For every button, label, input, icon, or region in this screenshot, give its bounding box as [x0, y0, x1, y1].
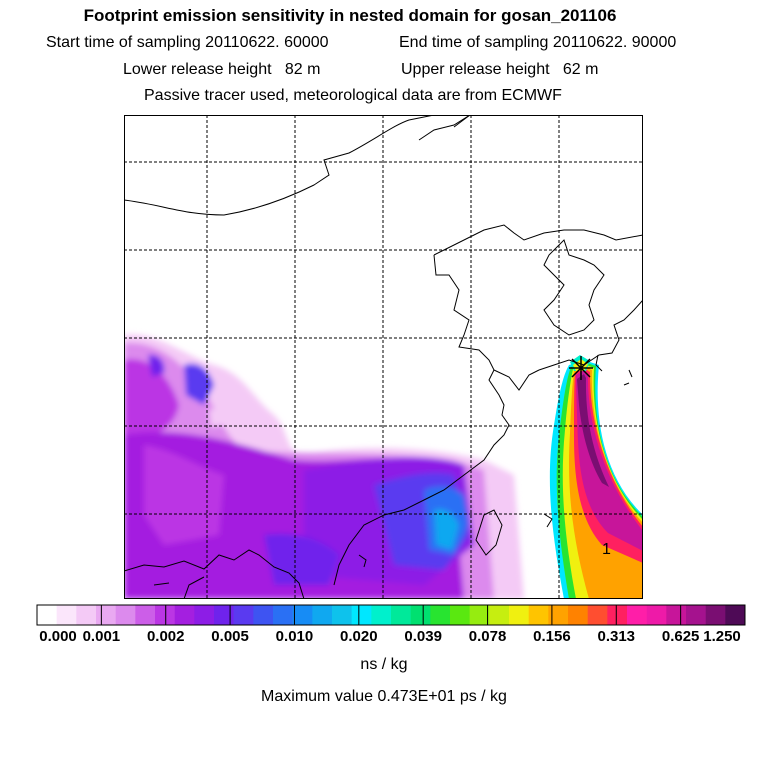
plot-title: Footprint emission sensitivity in nested…	[83, 6, 617, 25]
colorbar-tick-label: 0.313	[597, 628, 636, 645]
lat-lon-grid	[124, 115, 643, 599]
colorbar-units: ns / kg	[360, 656, 408, 673]
colorbar-segment	[332, 605, 352, 625]
colorbar-segment	[568, 605, 588, 625]
colorbar-segment	[705, 605, 726, 625]
colorbar-segment	[548, 605, 569, 625]
colorbar-tick-label: 0.625	[661, 628, 700, 645]
colorbar-segment	[273, 605, 293, 625]
colorbar-tick-label: 0.156	[533, 628, 571, 645]
colorbar	[36, 604, 746, 626]
colorbar-segment	[312, 605, 333, 625]
colorbar-segment	[155, 605, 175, 625]
colorbar-segment	[410, 605, 431, 625]
colorbar-segment	[115, 605, 136, 625]
lower-release-height: Lower release height 82 m	[123, 61, 321, 78]
colorbar-tick-label: 1.250	[703, 628, 741, 645]
sampling-end-label: End time of sampling 20110622. 90000	[399, 34, 677, 51]
colorbar-segment	[214, 605, 234, 625]
colorbar-tick-label: 0.039	[404, 628, 442, 645]
colorbar-segment	[725, 605, 746, 625]
colorbar-segment	[666, 605, 687, 625]
upper-release-height: Upper release height 62 m	[401, 61, 599, 78]
colorbar-segment	[469, 605, 490, 625]
colorbar-tick-label: 0.001	[82, 628, 121, 645]
colorbar-segment	[253, 605, 274, 625]
coastlines	[124, 115, 643, 599]
colorbar-segment	[96, 605, 116, 625]
colorbar-segment	[292, 605, 313, 625]
colorbar-segment	[37, 605, 57, 625]
maximum-value-label: Maximum value 0.473E+01 ps / kg	[261, 688, 507, 705]
colorbar-tick-label: 0.010	[275, 628, 314, 645]
tracer-info: Passive tracer used, meteorological data…	[144, 87, 562, 104]
release-site-marker	[569, 356, 593, 380]
colorbar-segment	[607, 605, 628, 625]
colorbar-segment	[233, 605, 254, 625]
colorbar-tick-label: 0.002	[146, 628, 185, 645]
colorbar-border	[36, 604, 746, 626]
colorbar-tick-label: 0.078	[468, 628, 507, 645]
colorbar-segment	[371, 605, 392, 625]
colorbar-segment	[489, 605, 510, 625]
sensitivity-field	[124, 334, 524, 599]
colorbar-segment	[56, 605, 77, 625]
colorbar-segment	[509, 605, 529, 625]
colorbar-tick-label: 0.020	[340, 628, 378, 645]
colorbar-tick-label: 0.000	[39, 628, 77, 645]
colorbar-segment	[627, 605, 647, 625]
colorbar-segment	[528, 605, 549, 625]
colorbar-segment	[76, 605, 97, 625]
colorbar-segment	[430, 605, 451, 625]
map-frame	[124, 115, 643, 599]
colorbar-segment	[194, 605, 215, 625]
sampling-start-label: Start time of sampling 20110622. 60000	[46, 34, 329, 51]
colorbar-tick-label: 0.005	[211, 628, 249, 645]
colorbar-segment	[587, 605, 608, 625]
release-number-label: 1	[602, 541, 611, 558]
colorbar-segment	[351, 605, 372, 625]
colorbar-segment	[174, 605, 195, 625]
colorbar-segment	[391, 605, 411, 625]
footprint-map: 1	[124, 115, 643, 599]
colorbar-segment	[646, 605, 667, 625]
colorbar-segment	[686, 605, 706, 625]
colorbar-segment	[450, 605, 470, 625]
colorbar-segment	[135, 605, 156, 625]
